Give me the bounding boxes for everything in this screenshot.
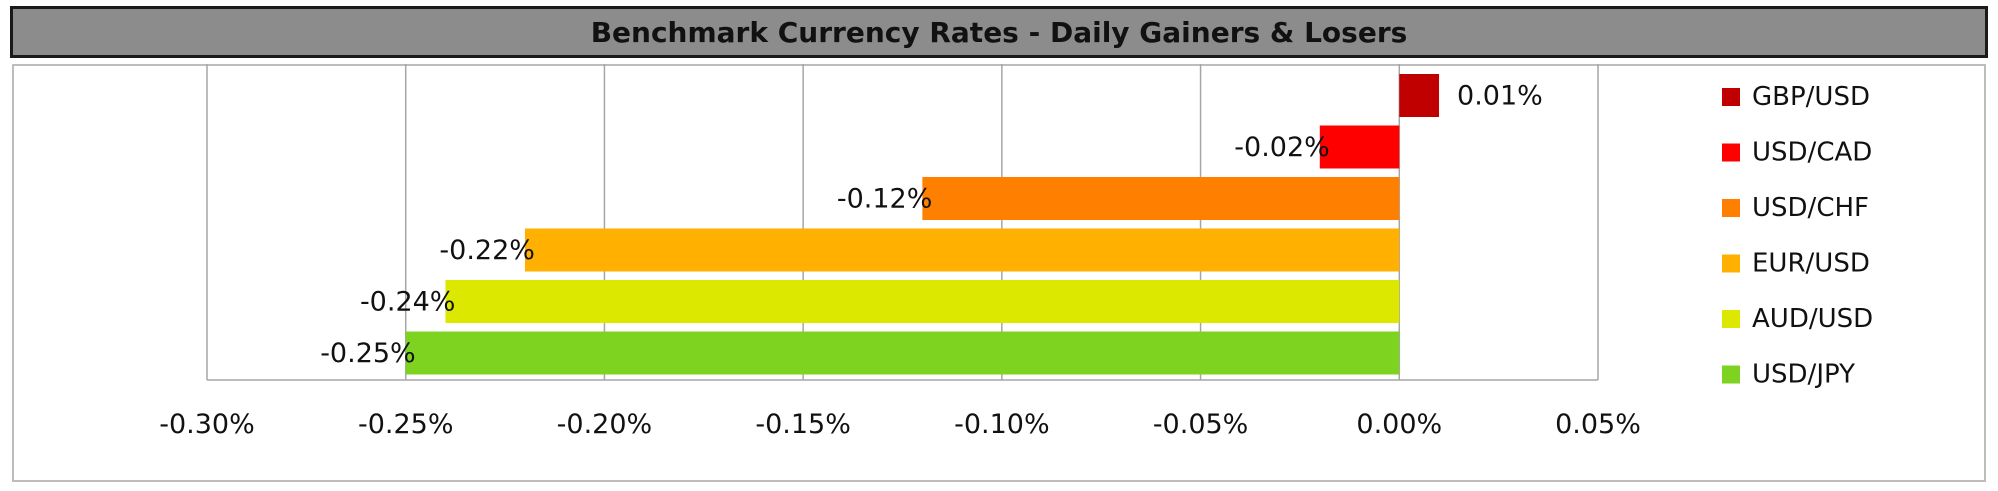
data-label: -0.25% [320,338,416,369]
x-tick-label: 0.00% [1356,409,1442,440]
bar [524,228,1400,272]
bar [1319,125,1400,169]
x-tick-label: -0.05% [1153,409,1249,440]
x-tick-label: -0.25% [358,409,454,440]
bar [405,331,1400,375]
legend-label: EUR/USD [1752,249,1870,279]
chart-title-bar: Benchmark Currency Rates - Daily Gainers… [10,6,1988,58]
data-label: -0.12% [837,184,933,215]
chart-area [12,64,1986,482]
legend-swatch [1722,365,1740,384]
legend-swatch [1722,199,1740,217]
legend-label: AUD/USD [1752,304,1873,334]
x-tick-label: -0.20% [557,409,653,440]
bar [922,177,1400,220]
bar [445,280,1400,323]
legend-label: USD/JPY [1752,360,1855,390]
legend-label: USD/CAD [1752,138,1872,168]
legend-swatch [1722,143,1740,162]
legend-swatch [1722,254,1740,273]
x-tick-label: -0.30% [159,409,255,440]
chart-title: Benchmark Currency Rates - Daily Gainers… [590,15,1408,49]
data-label: -0.24% [360,287,456,318]
bar [1399,74,1440,117]
x-tick-label: 0.05% [1555,409,1641,440]
legend-swatch [1722,310,1740,328]
data-label: 0.01% [1457,81,1543,112]
data-label: -0.02% [1234,132,1330,163]
legend-swatch [1722,88,1740,106]
x-tick-label: -0.15% [755,409,851,440]
data-label: -0.22% [439,235,535,266]
legend-label: GBP/USD [1752,82,1870,112]
legend-label: USD/CHF [1752,193,1869,223]
x-tick-label: -0.10% [954,409,1050,440]
